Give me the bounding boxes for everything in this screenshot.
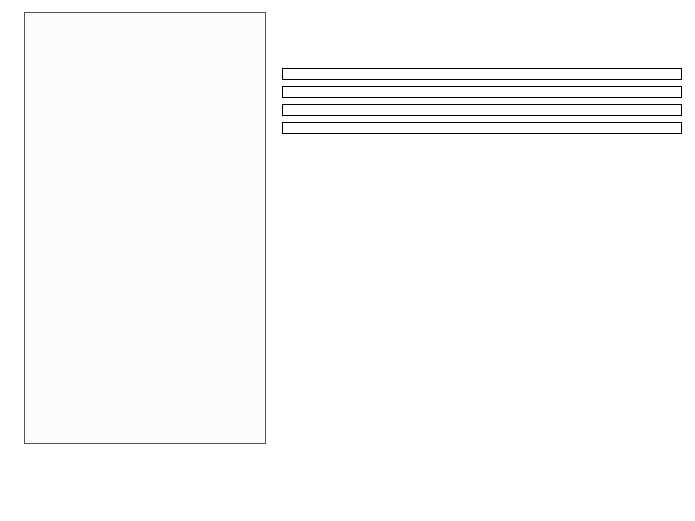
text-column: [282, 68, 682, 140]
caption-box-adsorption: [282, 104, 682, 116]
caption-box-orientation: [282, 122, 682, 134]
diagram-figure: [24, 12, 266, 444]
caption-box-ionic: [282, 86, 682, 98]
caption-box-structure: [282, 68, 682, 80]
